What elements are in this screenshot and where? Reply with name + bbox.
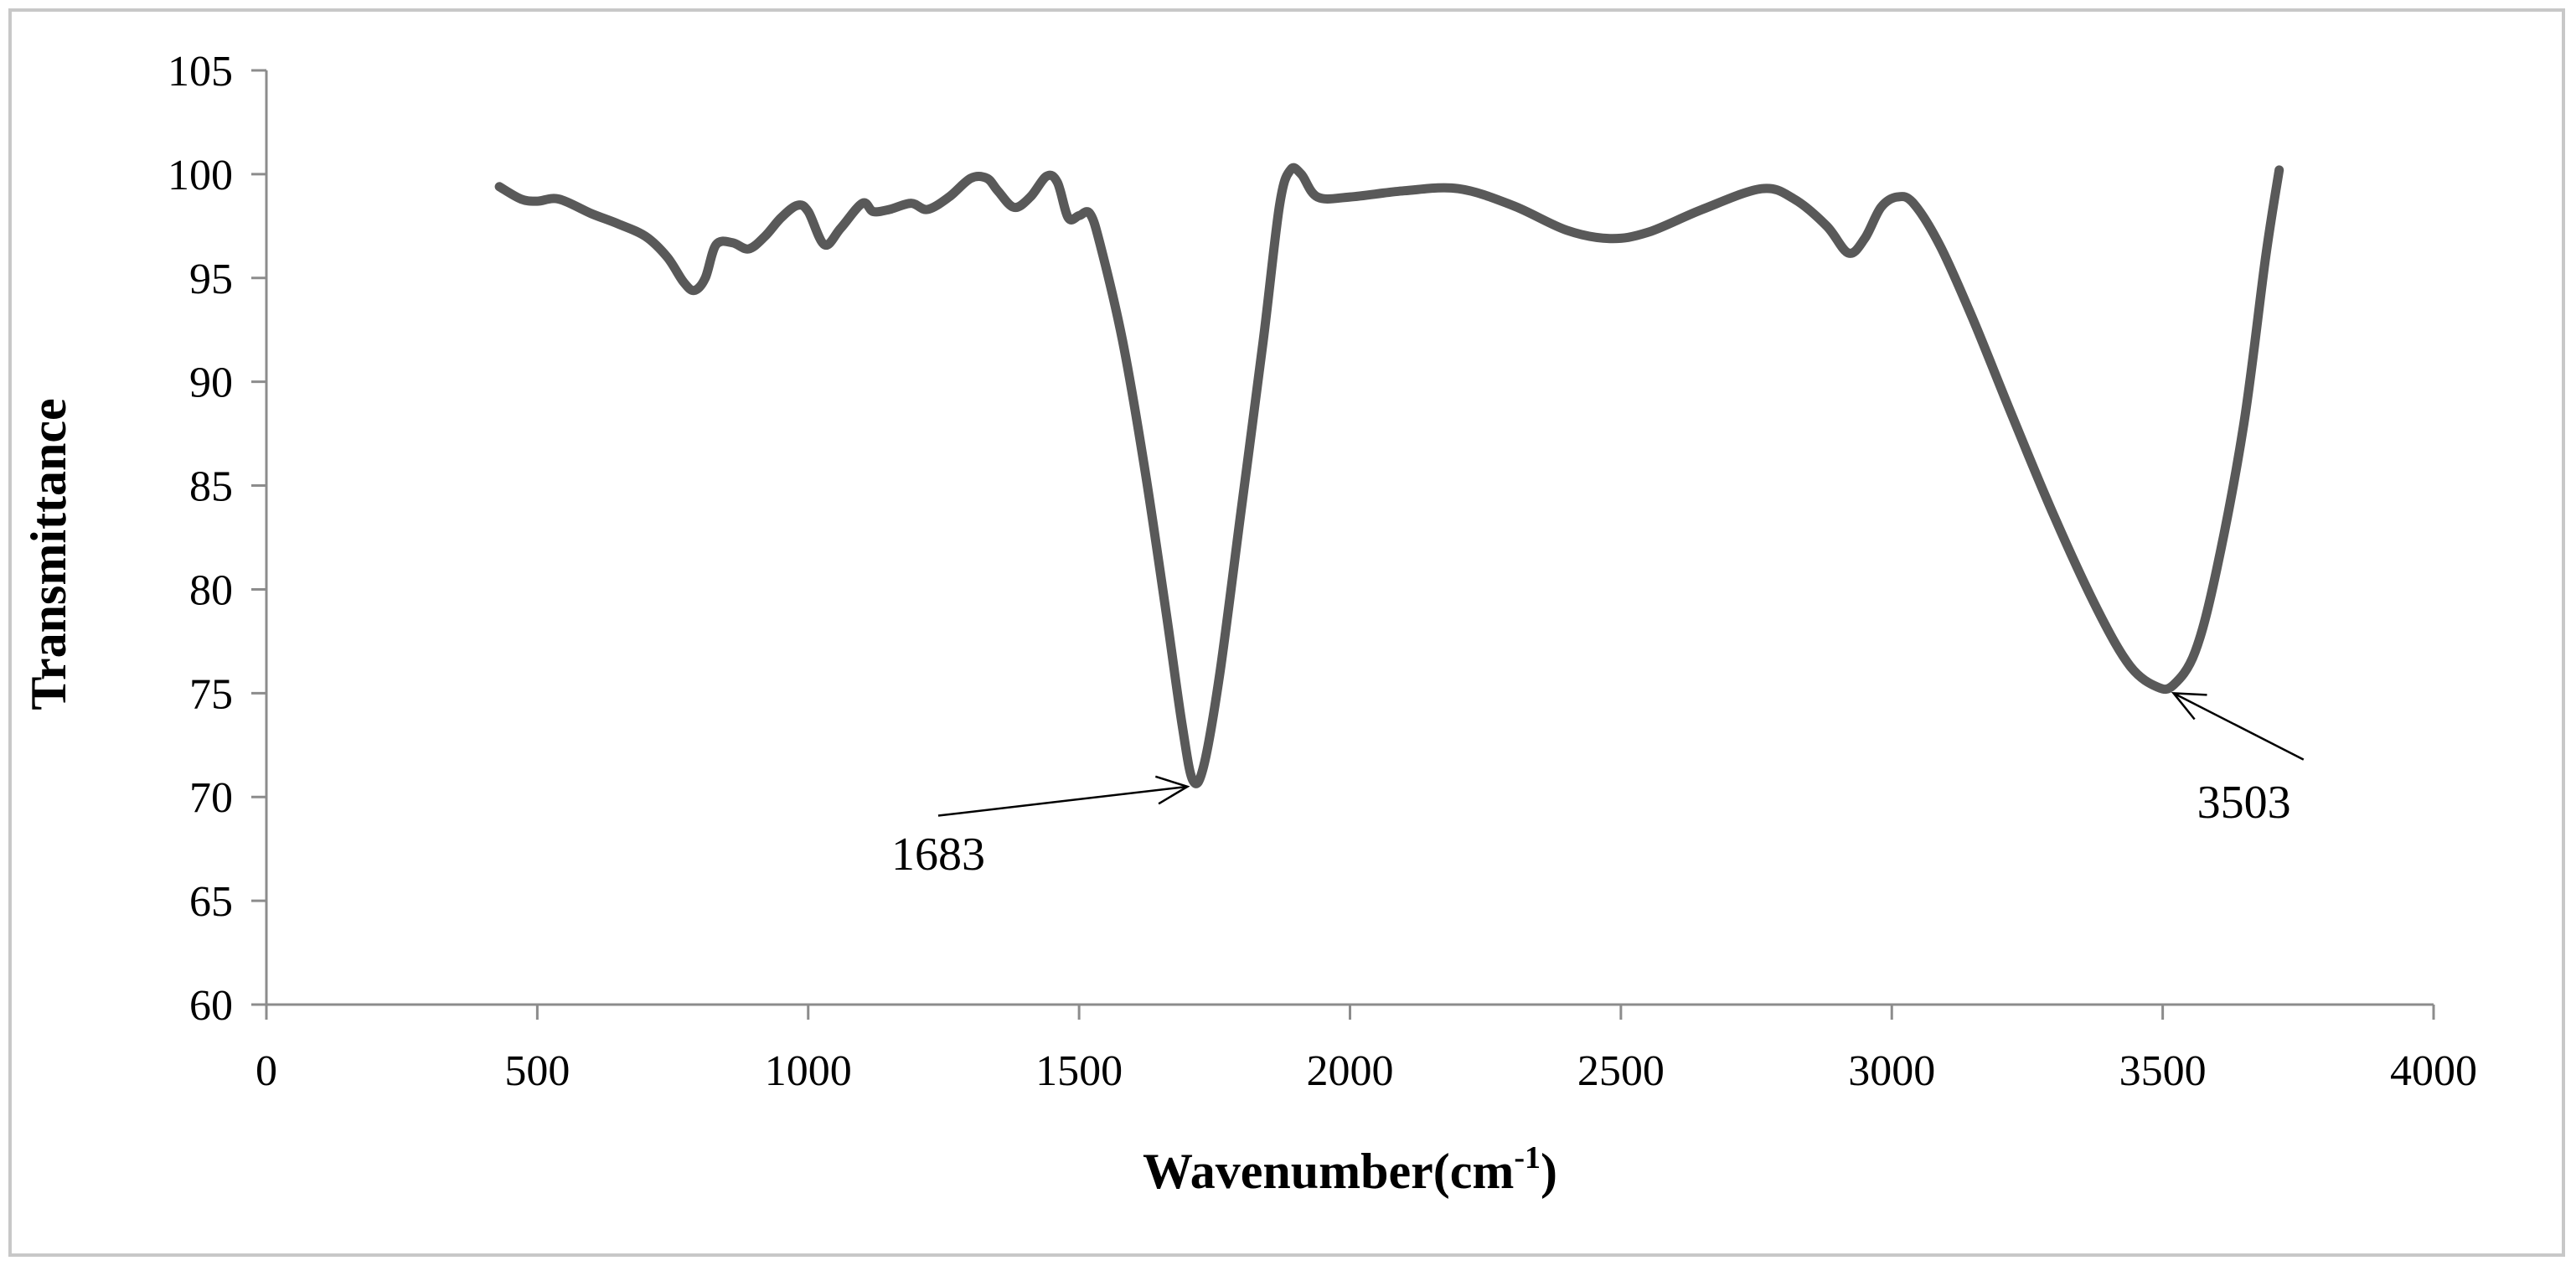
- annotation-layer: 1683 3503: [891, 691, 2305, 881]
- y-tick-label: 90: [189, 359, 233, 407]
- x-tick-label: 3000: [1848, 1047, 1935, 1095]
- y-tick-label: 60: [189, 982, 233, 1030]
- x-tick-label: 0: [256, 1047, 277, 1095]
- x-tick-label: 4000: [2390, 1047, 2477, 1095]
- annotation-arrow-shaft: [937, 785, 1188, 817]
- y-tick-label: 65: [189, 878, 233, 926]
- y-axis-title: Transmittance: [21, 398, 76, 710]
- peak-annotation-label: 3503: [2197, 777, 2291, 829]
- x-tick-label: 2500: [1577, 1047, 1665, 1095]
- transmittance-series-line: [494, 163, 2284, 788]
- y-tick-label: 105: [168, 48, 233, 96]
- x-tick-label: 3500: [2119, 1047, 2207, 1095]
- y-tick-label: 80: [189, 566, 233, 614]
- x-tick-label: 2000: [1307, 1047, 1394, 1095]
- x-tick-label: 1000: [765, 1047, 852, 1095]
- x-axis-title: Wavenumber(cm-1): [1143, 1140, 1557, 1199]
- x-axis-title-superscript: -1: [1514, 1140, 1541, 1175]
- chart-frame: [8, 8, 2565, 1257]
- x-tick-label: 500: [504, 1047, 570, 1095]
- y-tick-label: 85: [189, 463, 233, 511]
- series-layer: [494, 163, 2284, 788]
- y-tick-label: 70: [189, 774, 233, 822]
- y-tick-label: 95: [189, 256, 233, 303]
- x-axis-title-main: Wavenumber(cm: [1143, 1144, 1514, 1199]
- y-axis-ticks: 60 65 70 75 80 85 90 95 100 105: [168, 48, 266, 1030]
- annotation-arrow-head: [1154, 775, 1190, 805]
- peak-annotation-label: 1683: [891, 829, 985, 881]
- annotation-arrow-head: [2171, 691, 2207, 721]
- x-axis-ticks: 0 500 1000 1500 2000 2500 3000 3500 4000: [256, 1005, 2477, 1095]
- y-tick-label: 75: [189, 670, 233, 718]
- y-tick-label: 100: [168, 152, 233, 199]
- x-axis-title-suffix: ): [1541, 1144, 1557, 1199]
- annotation-arrow-shaft: [2172, 692, 2305, 761]
- x-tick-label: 1500: [1035, 1047, 1123, 1095]
